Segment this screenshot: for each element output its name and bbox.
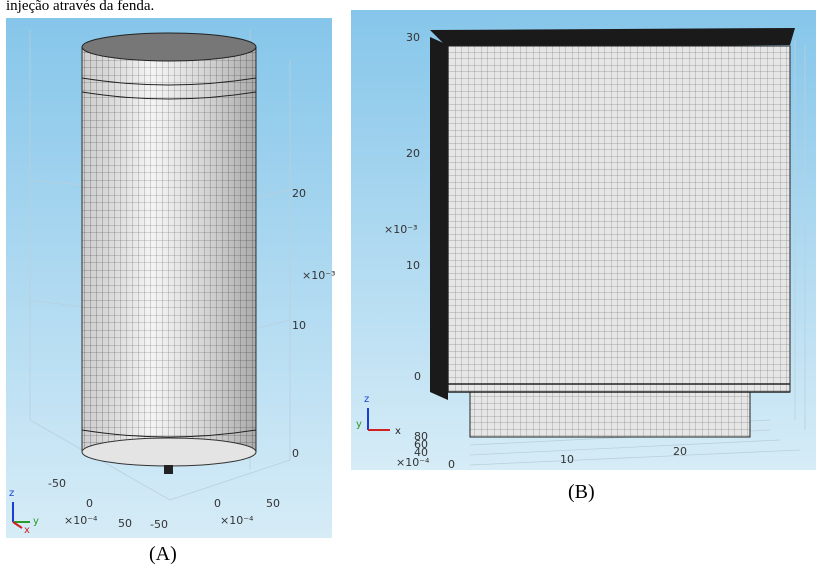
axis-multiplier: ×10⁻⁴ xyxy=(396,456,430,469)
tick-label: 10 xyxy=(560,453,574,466)
tick-label: 10 xyxy=(406,259,420,272)
triad-label: y xyxy=(33,516,39,527)
axis-multiplier: ×10⁻⁴ xyxy=(220,514,254,527)
tick-label: 0 xyxy=(414,370,421,383)
tick-label: 20 xyxy=(673,445,687,458)
triad-label: x xyxy=(24,525,30,536)
tick-label: 0 xyxy=(448,458,455,471)
triad-label: z xyxy=(364,394,369,405)
tick-label: 30 xyxy=(406,31,420,44)
cylinder-bottom xyxy=(82,438,256,466)
triad-label: y xyxy=(356,419,362,430)
top-face xyxy=(430,28,795,48)
tick-label: 20 xyxy=(406,147,420,160)
inlet xyxy=(164,465,173,474)
axis-multiplier: ×10⁻³ xyxy=(384,223,417,236)
tick-label: 20 xyxy=(292,187,306,200)
cylinder-top xyxy=(82,33,256,61)
lower-block xyxy=(470,392,750,437)
axis-multiplier: ×10⁻³ xyxy=(302,269,335,282)
figure: injeção através da fenda. 20 ×10⁻³ 10 0 … xyxy=(0,0,824,566)
side-face xyxy=(430,37,448,400)
triad-label: x xyxy=(395,426,401,437)
panel-b: 30 20 ×10⁻³ 10 0 80 60 40 ×10⁻⁴ 0 10 20 … xyxy=(351,10,816,503)
tick-label: 10 xyxy=(292,319,306,332)
panel-a: 20 ×10⁻³ 10 0 -50 0 ×10⁻⁴ 50 -50 0 ×10⁻⁴… xyxy=(6,18,335,565)
tick-label: 0 xyxy=(214,497,221,510)
panel-caption: (A) xyxy=(149,543,177,565)
triad-label: z xyxy=(9,488,14,499)
tick-label: 0 xyxy=(292,447,299,460)
tick-label: -50 xyxy=(150,518,168,531)
tick-label: -50 xyxy=(48,477,66,490)
tick-label: 50 xyxy=(266,497,280,510)
header-text: injeção através da fenda. xyxy=(6,0,154,14)
axis-multiplier: ×10⁻⁴ xyxy=(64,514,98,527)
tick-label: 50 xyxy=(118,517,132,530)
cylinder-shading xyxy=(82,47,256,452)
tick-label: 0 xyxy=(86,497,93,510)
panel-caption: (B) xyxy=(568,481,595,503)
front-face xyxy=(448,46,790,392)
